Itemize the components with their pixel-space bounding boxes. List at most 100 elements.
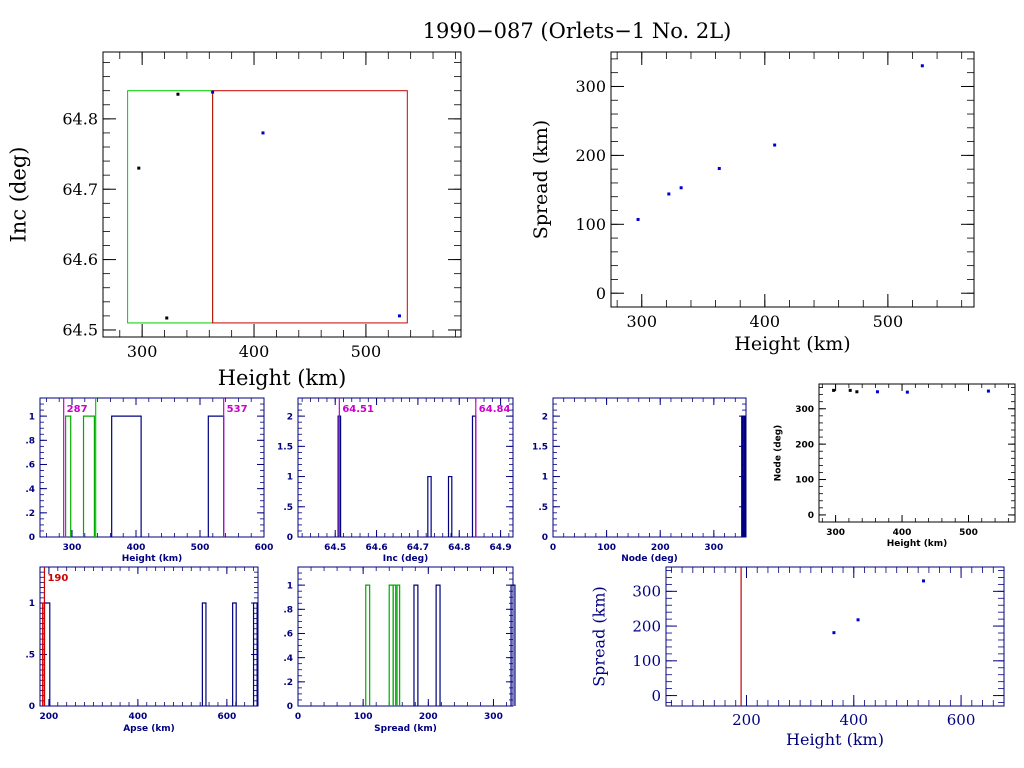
y-tick-label: 0 (651, 687, 661, 705)
x-tick-label: 500 (873, 312, 904, 331)
x-axis-label: Spread (km) (374, 724, 437, 734)
plot-frame (818, 383, 1016, 523)
x-tick-label: 500 (959, 528, 978, 538)
x-axis-label: Inc (deg) (383, 554, 428, 564)
histogram-bar (252, 602, 258, 706)
x-tick-label: 200 (651, 543, 670, 553)
y-tick-label: .5 (25, 651, 35, 661)
chart-title: 1990−087 (Orlets−1 No. 2L) (423, 19, 732, 43)
histogram-bar (365, 584, 371, 706)
x-tick-label: 100 (597, 543, 616, 553)
x-tick-label: 600 (947, 711, 976, 729)
y-axis-label: Spread (km) (590, 586, 609, 687)
y-tick-label: 1 (29, 599, 35, 609)
x-tick-label: 200 (39, 712, 58, 722)
reference-label: 537 (227, 404, 248, 415)
data-point (832, 388, 836, 392)
y-tick-label: 1 (542, 473, 548, 483)
x-axis-label: Height (km) (887, 539, 948, 549)
x-tick-label: 300 (484, 712, 503, 722)
plot-frame (610, 51, 975, 308)
y-axis-label: Spread (km) (530, 120, 552, 239)
data-point (397, 314, 401, 318)
data-point (856, 618, 860, 622)
histogram-bar (207, 415, 225, 537)
panel-spread_hist: 0 100 200 300 0 .2 .4 .6 .8 1 Spread (km) (283, 566, 516, 734)
y-tick-label: 300 (632, 583, 661, 601)
data-point (165, 316, 169, 320)
x-tick-label: 500 (191, 543, 210, 553)
histogram-bar (427, 475, 432, 537)
histogram-bar (201, 602, 207, 706)
y-tick-label: 100 (795, 476, 814, 486)
y-tick-label: 1.5 (277, 442, 293, 452)
y-tick-label: 200 (575, 146, 606, 165)
data-point (855, 390, 859, 394)
panel-spread_vs_height: 300 400 500 0 100 200 300 Height (km) Spread (km… (530, 51, 975, 355)
data-point (679, 186, 683, 190)
y-tick-label: 0 (29, 702, 35, 712)
y-tick-label: 0 (29, 533, 35, 543)
reference-label: 64.84 (479, 404, 511, 415)
plot-frame (39, 397, 265, 538)
y-tick-label: .4 (283, 654, 293, 664)
x-axis-label: Height (km) (122, 554, 183, 564)
x-tick-label: 300 (704, 543, 723, 553)
x-tick-label: 100 (354, 712, 373, 722)
data-point (848, 388, 852, 392)
y-tick-label: 64.7 (62, 180, 98, 199)
x-tick-label: 400 (127, 543, 146, 553)
y-axis-label: Inc (deg) (7, 147, 31, 243)
plot-frame (552, 397, 747, 538)
x-axis-label: Node (deg) (621, 554, 678, 564)
x-axis-label: Apse (km) (123, 724, 175, 734)
data-point (920, 64, 924, 68)
x-tick-label: 500 (351, 342, 382, 361)
x-tick-label: 600 (255, 543, 274, 553)
y-tick-label: 64.5 (62, 321, 98, 340)
x-tick-label: 64.8 (448, 543, 470, 553)
y-tick-label: 0 (287, 702, 293, 712)
y-tick-label: 300 (795, 405, 814, 415)
selection-box (212, 90, 408, 324)
data-point (832, 631, 836, 635)
y-tick-label: .8 (25, 436, 35, 446)
y-tick-label: 200 (632, 617, 661, 635)
x-tick-label: 64.6 (365, 543, 387, 553)
y-tick-label: 2 (542, 412, 548, 422)
y-tick-label: 100 (632, 652, 661, 670)
panel-height_hist: 300 400 500 600 0 .2 .4 .6 .8 1 Height (km) 287 537 (25, 397, 274, 564)
plot-frame (665, 566, 1005, 707)
y-tick-label: 1 (287, 473, 293, 483)
data-point (211, 90, 215, 94)
x-tick-label: 300 (826, 528, 845, 538)
x-tick-label: 64.9 (489, 543, 511, 553)
y-tick-label: .2 (25, 509, 35, 519)
x-tick-label: 400 (239, 342, 270, 361)
y-tick-label: 300 (575, 77, 606, 96)
histogram-bar (232, 602, 237, 706)
data-point (667, 192, 671, 196)
x-tick-label: 64.5 (324, 543, 346, 553)
y-tick-label: 100 (575, 215, 606, 234)
y-tick-label: 0 (287, 533, 293, 543)
x-tick-label: 400 (128, 712, 147, 722)
y-tick-label: .8 (283, 605, 293, 615)
x-tick-label: 300 (63, 543, 82, 553)
x-tick-label: 400 (750, 312, 781, 331)
histogram-bar (111, 415, 142, 537)
y-tick-label: .4 (25, 485, 35, 495)
x-tick-label: 0 (295, 712, 301, 722)
data-point (986, 389, 990, 393)
plot-frame (39, 566, 259, 707)
data-point (905, 390, 909, 394)
y-tick-label: .5 (538, 503, 548, 513)
x-tick-label: 600 (217, 712, 236, 722)
histogram-bar (413, 584, 419, 706)
y-tick-label: .6 (25, 461, 35, 471)
histogram-bar (447, 475, 453, 537)
x-tick-label: 200 (732, 711, 761, 729)
data-point (261, 131, 265, 135)
panel-inc_hist: 64.5 64.6 64.7 64.8 64.9 0 .5 1 1.5 2 Inc (deg) 64.… (277, 397, 514, 564)
